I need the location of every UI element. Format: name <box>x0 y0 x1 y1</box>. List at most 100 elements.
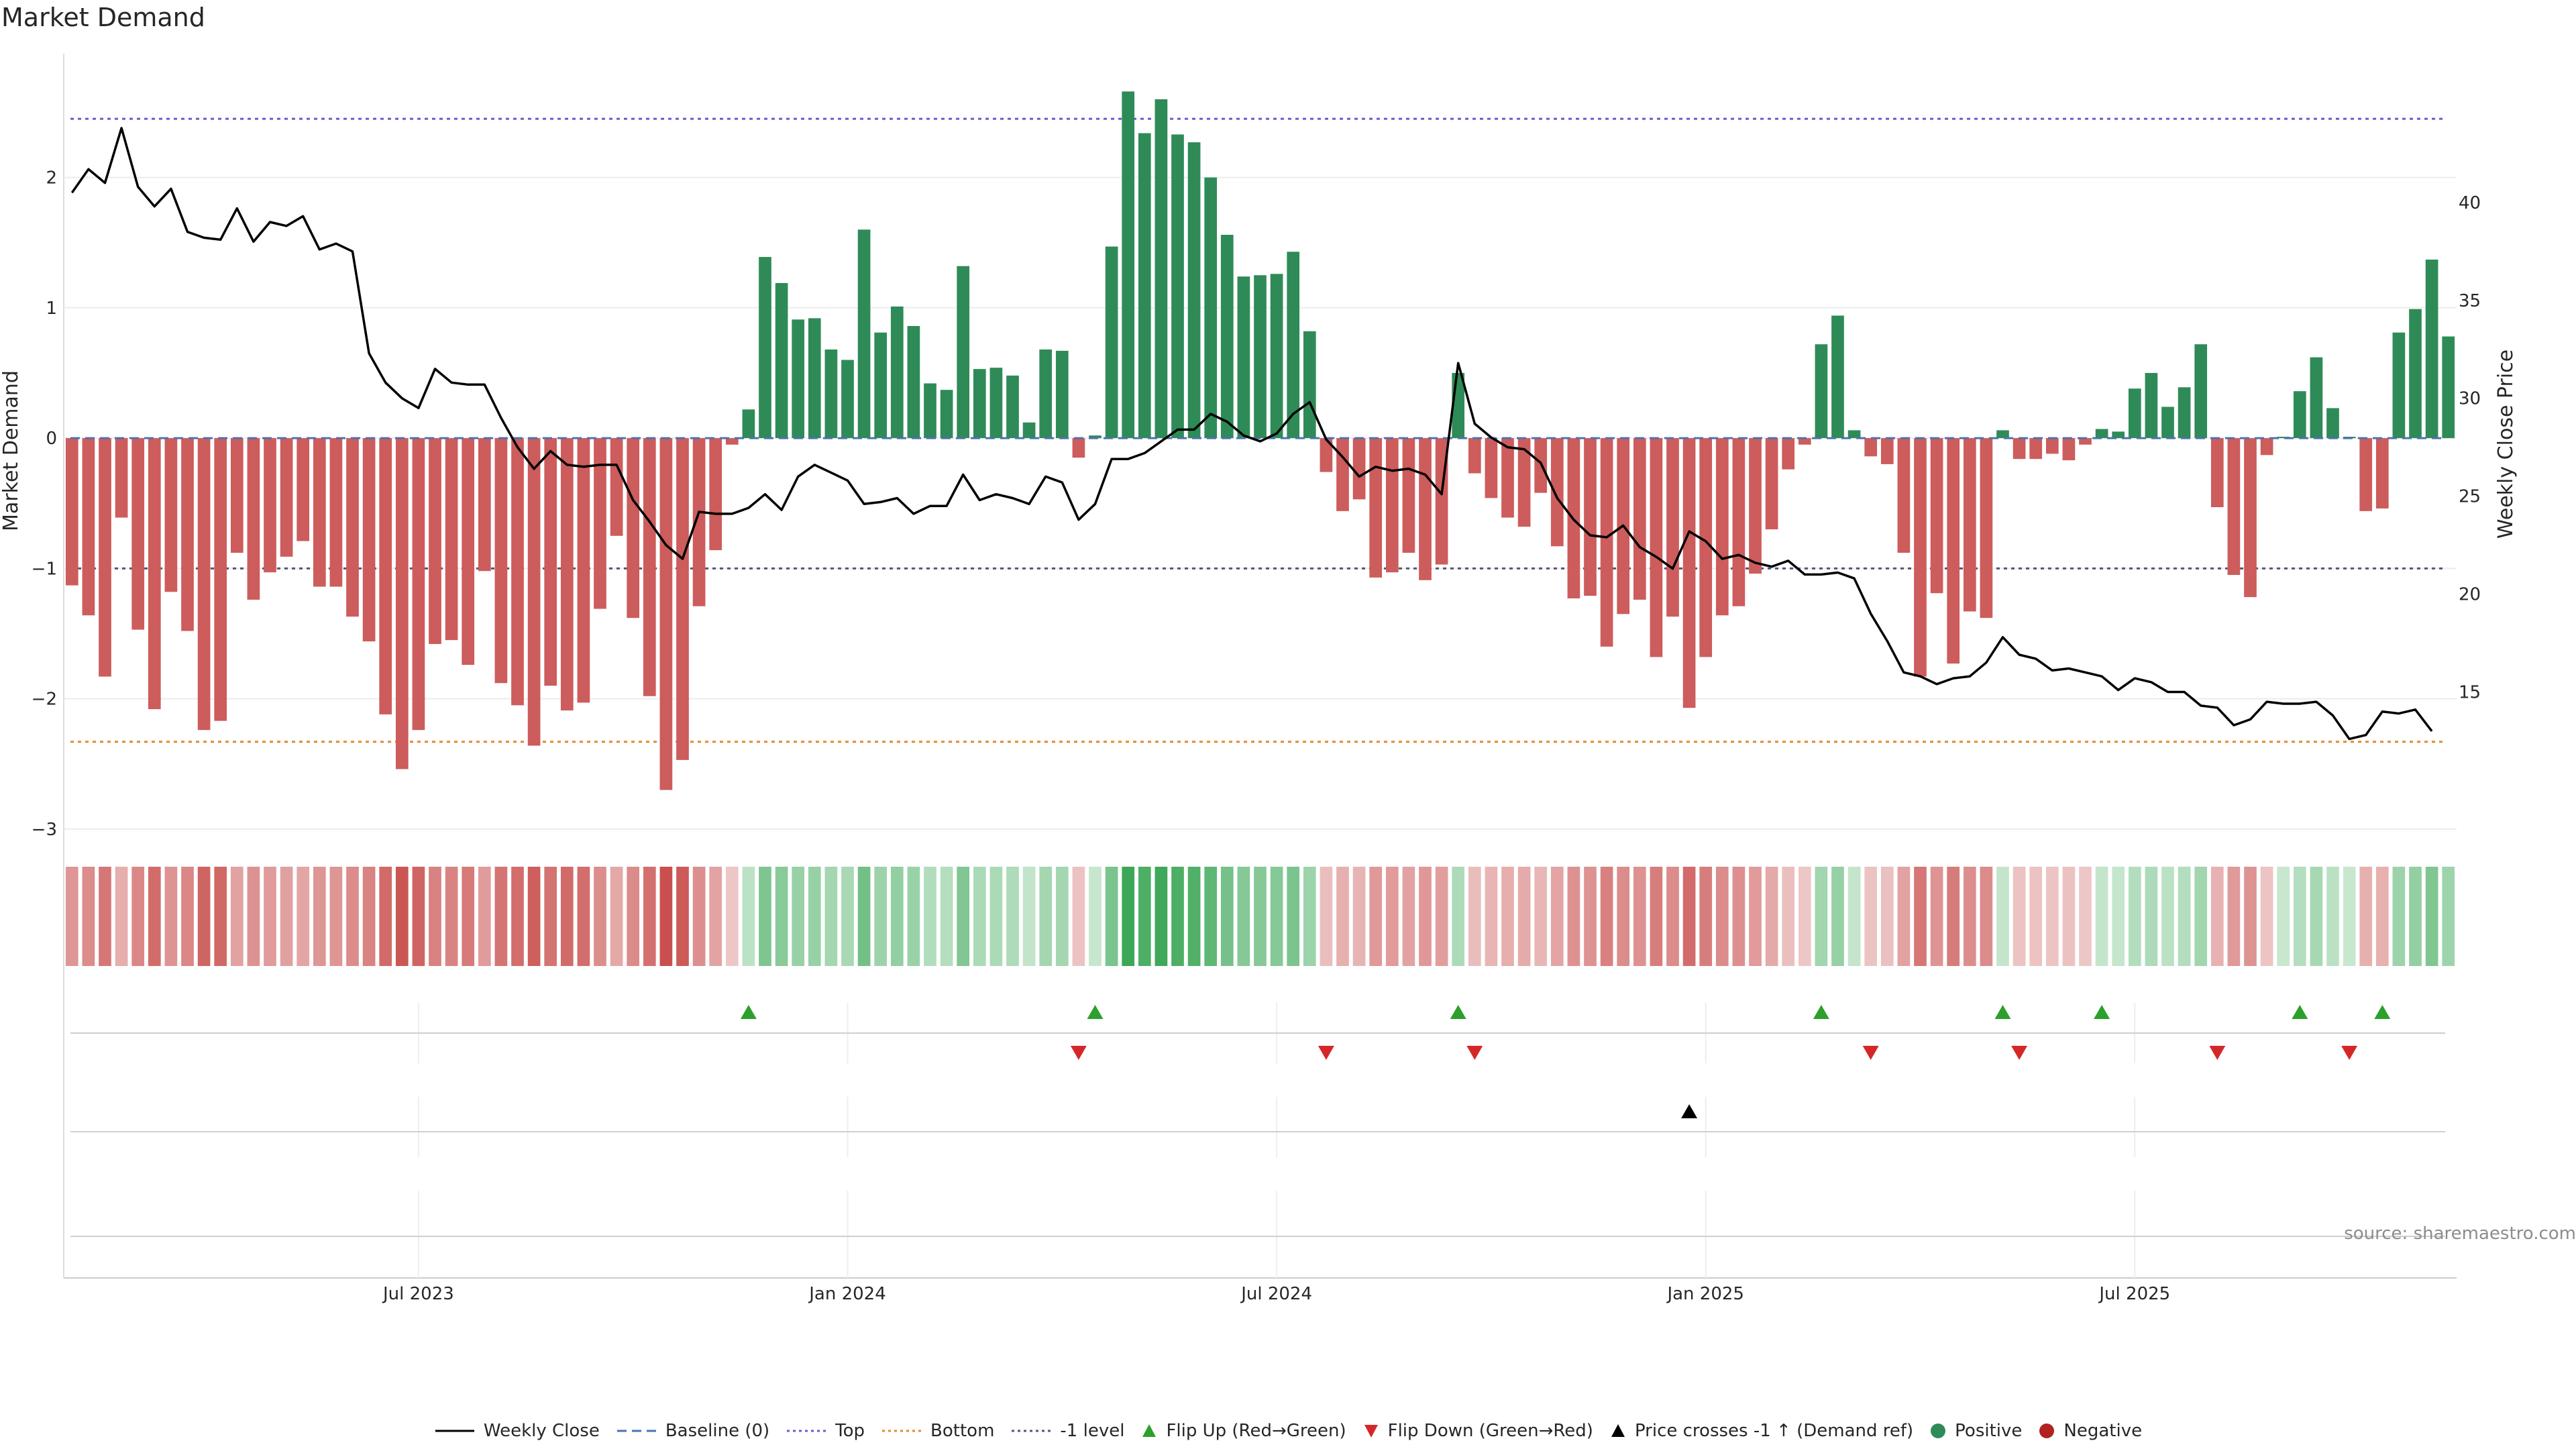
demand-bar <box>230 438 244 553</box>
demand-bar <box>1122 91 1135 439</box>
heat-cell <box>2194 867 2208 966</box>
flip-down-marker <box>1318 1046 1334 1060</box>
demand-bar <box>725 438 739 445</box>
heat-cell <box>1237 867 1250 966</box>
demand-bar <box>65 438 78 586</box>
heat-cell <box>280 867 293 966</box>
demand-bar <box>2409 309 2422 439</box>
heat-cell <box>1584 867 1597 966</box>
demand-bar <box>2442 336 2455 439</box>
demand-bar <box>1237 276 1250 439</box>
demand-bar <box>824 349 838 439</box>
heat-cell <box>1749 867 1762 966</box>
demand-bar <box>1419 438 1432 580</box>
heat-cell <box>2375 867 2389 966</box>
flip-down-marker <box>1862 1046 1879 1060</box>
heat-cell <box>379 867 392 966</box>
flip-up-marker <box>1994 1005 2011 1019</box>
legend-item: Bottom <box>881 1421 994 1441</box>
demand-bar <box>1385 438 1399 573</box>
demand-bar <box>1550 438 1564 547</box>
demand-bar <box>957 266 970 439</box>
heat-cell <box>1336 867 1349 966</box>
demand-bar <box>429 438 441 645</box>
demand-bar <box>594 438 606 609</box>
demand-bar <box>659 438 673 790</box>
demand-bar <box>643 438 656 696</box>
heat-cell <box>2343 867 2356 966</box>
y2-tick-label: 35 <box>2459 291 2481 311</box>
legend-item: -1 level <box>1010 1421 1124 1441</box>
demand-bar <box>1749 438 1762 574</box>
demand-bar <box>2079 438 2092 445</box>
heat-cell <box>362 867 376 966</box>
y2-tick-label: 20 <box>2459 585 2481 605</box>
heat-cell <box>2277 867 2290 966</box>
heat-cell <box>2112 867 2125 966</box>
legend-label: Weekly Close <box>483 1421 600 1441</box>
legend-label: Flip Up (Red→Green) <box>1166 1421 1346 1441</box>
x-tick-label: Jul 2024 <box>1240 1284 1312 1304</box>
heat-cell <box>610 867 623 966</box>
demand-bar <box>1584 438 1597 596</box>
heat-cell <box>857 867 871 966</box>
demand-bar <box>247 438 260 600</box>
demand-bar <box>1254 275 1267 439</box>
heat-cell <box>2145 867 2158 966</box>
demand-bar <box>1089 435 1102 439</box>
heat-cell <box>494 867 508 966</box>
heat-cell <box>1385 867 1399 966</box>
demand-bar <box>329 438 343 587</box>
demand-bar <box>1682 438 1696 708</box>
heat-cell <box>874 867 888 966</box>
legend-item: Positive <box>1929 1421 2022 1441</box>
heat-cell <box>429 867 441 966</box>
heat-cell <box>2178 867 2191 966</box>
demand-bar <box>1732 438 1746 606</box>
heat-cell <box>1254 867 1267 966</box>
demand-bar <box>890 306 904 439</box>
demand-bar <box>2425 259 2438 439</box>
heat-cell <box>2045 867 2059 966</box>
heat-cell <box>82 867 95 966</box>
demand-bar <box>346 438 359 617</box>
chart-title: Market Demand <box>1 3 205 32</box>
demand-bar <box>131 438 145 630</box>
heat-cell <box>627 867 640 966</box>
heat-cell <box>1666 867 1679 966</box>
heat-cell <box>1022 867 1036 966</box>
heat-cell <box>214 867 227 966</box>
demand-bar <box>1600 438 1613 647</box>
legend-swatch <box>616 1430 656 1432</box>
heat-cell <box>643 867 656 966</box>
demand-bar <box>2375 438 2389 508</box>
heat-cell <box>462 867 475 966</box>
y2-tick-label: 30 <box>2459 389 2481 409</box>
source-note: source: sharemaestro.com <box>2344 1224 2576 1244</box>
demand-bar <box>808 318 821 439</box>
demand-bar <box>1914 438 1927 677</box>
legend-item: Negative <box>2038 1421 2142 1441</box>
legend-swatch <box>435 1430 474 1432</box>
heat-cell <box>1468 867 1481 966</box>
demand-bar <box>1633 438 1646 600</box>
heat-cell <box>2161 867 2174 966</box>
demand-bar <box>462 438 475 665</box>
heat-cell <box>1352 867 1366 966</box>
heat-cell <box>1534 867 1548 966</box>
heat-cell <box>1600 867 1613 966</box>
heat-cell <box>1633 867 1646 966</box>
heat-cell <box>1897 867 1911 966</box>
demand-bar <box>1501 438 1514 518</box>
demand-bar <box>379 438 392 714</box>
demand-bar <box>1650 438 1663 657</box>
heat-cell <box>1765 867 1778 966</box>
x-tick-label: Jul 2025 <box>2098 1284 2170 1304</box>
heat-cell <box>1699 867 1713 966</box>
heat-cell <box>792 867 805 966</box>
heat-cell <box>1204 867 1218 966</box>
y-tick-label: 1 <box>46 299 57 319</box>
demand-bar <box>2359 438 2373 511</box>
heat-cell <box>775 867 788 966</box>
heat-cell <box>478 867 491 966</box>
